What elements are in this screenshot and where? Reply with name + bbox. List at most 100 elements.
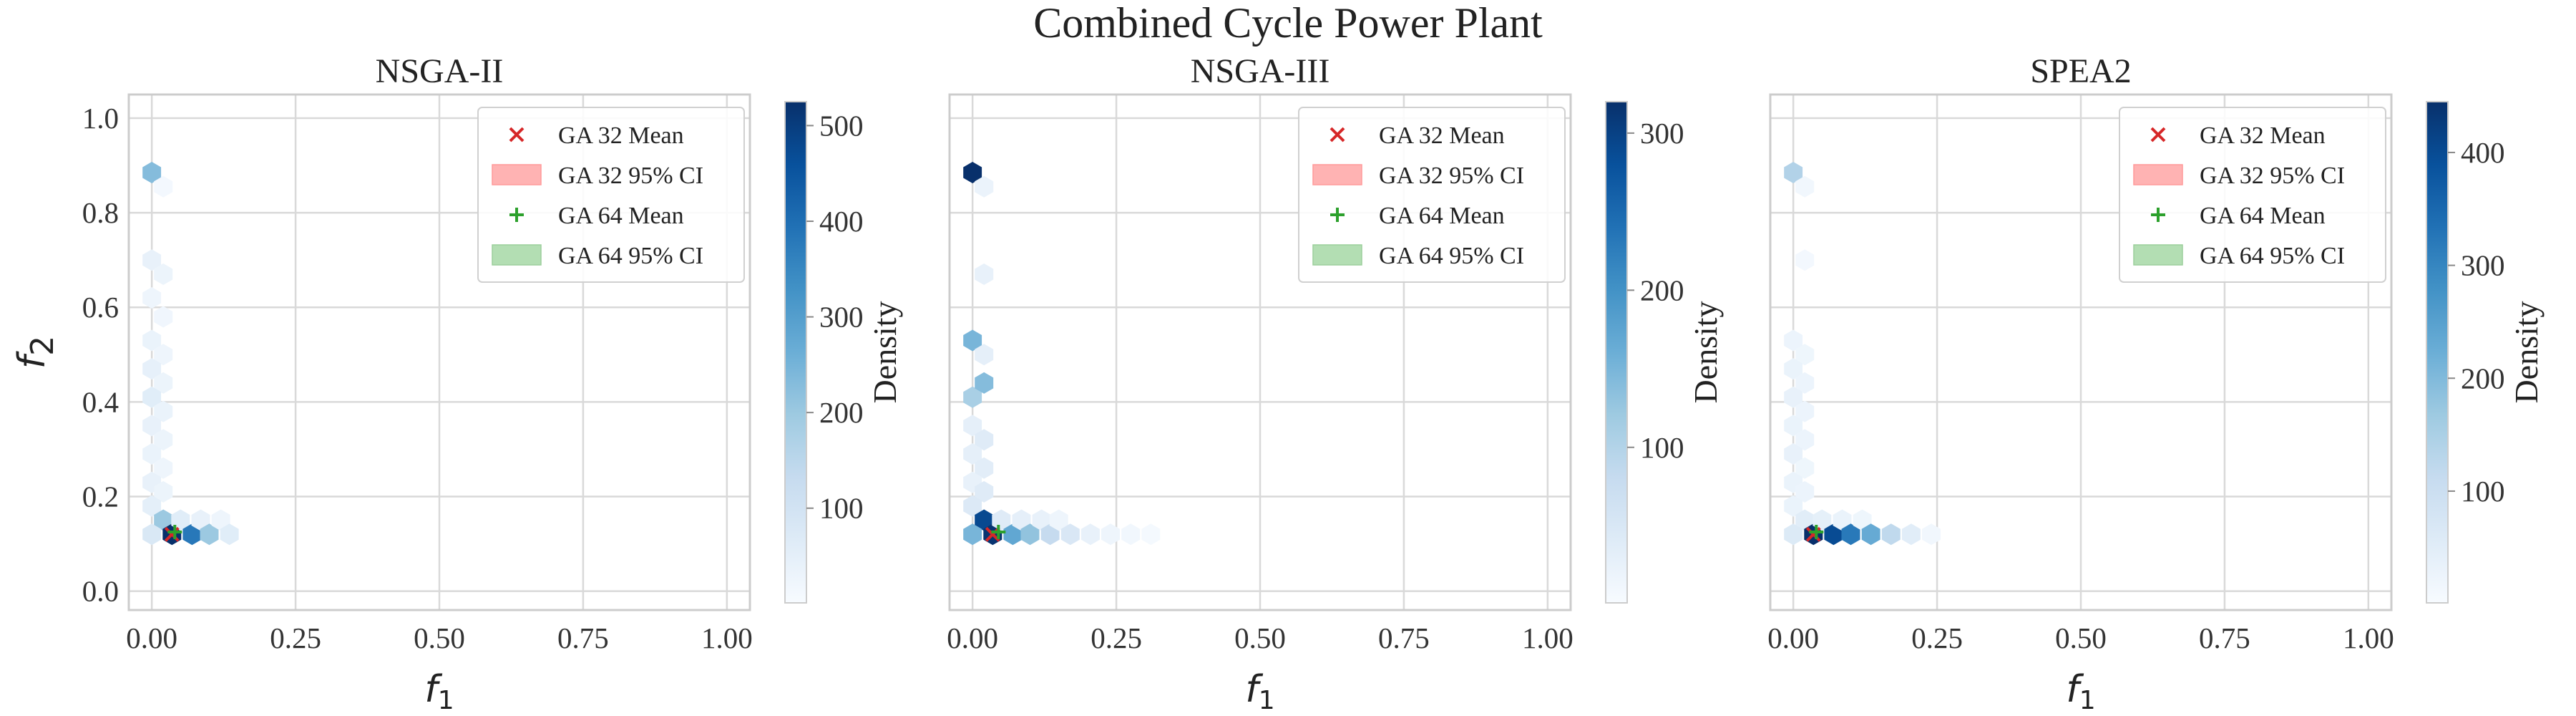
colorbar-bar [1605, 101, 1628, 604]
hexbin-cell [1841, 523, 1860, 546]
legend-ga32-mean-icon [2150, 127, 2166, 142]
hexbin-cell [142, 443, 162, 465]
plot-frame [127, 93, 751, 611]
legend-ga32-ci-patch [2133, 164, 2183, 185]
ga32-mean-marker [985, 526, 1000, 542]
legend-entry-label: GA 64 95% CI [1379, 243, 1524, 269]
x-tick-label: 0.25 [270, 621, 321, 654]
hexbin-cell [1784, 415, 1803, 437]
x-tick-label: 0.50 [1234, 621, 1286, 654]
hexbin-cell [1795, 480, 1815, 503]
hexbin-cell [1060, 523, 1080, 546]
colorbar-tick-label: 200 [2461, 362, 2505, 395]
x-tick-label: 0.75 [557, 621, 609, 654]
hexbin-cell [154, 429, 173, 451]
hexbin-cell [1080, 523, 1100, 546]
hexbin-cell [1795, 509, 1815, 531]
hexbin-cell [963, 162, 982, 183]
hexbins [963, 162, 1161, 546]
colorbar-tick-label: 100 [2461, 475, 2505, 508]
hexbin-cell [1012, 509, 1031, 531]
legend-ga64-ci-patch [2133, 244, 2183, 266]
x-tick-label: 0.50 [414, 621, 465, 654]
colorbar: 100 200 300 400 Density [2426, 101, 2545, 604]
x-tick-label: 0.50 [2055, 621, 2107, 654]
hexbin-cell [142, 358, 162, 380]
hexbin-cell [963, 443, 982, 465]
colorbar-tick-label: 300 [2461, 249, 2505, 282]
hexbin-cell [992, 509, 1011, 531]
ga64-mean-marker [991, 525, 1006, 540]
hexbin-cell [975, 263, 994, 285]
y-tick-label: 0.8 [82, 196, 119, 229]
legend-ga64-mean-icon [1330, 208, 1345, 222]
hexbin-cell [182, 523, 202, 546]
hexbin-cell [1922, 523, 1941, 546]
hexbin-cell [1795, 175, 1815, 198]
legend-ga64-ci-patch [1312, 244, 1362, 266]
colorbar-tick-label: 400 [819, 205, 864, 238]
legend-ga32-mean-icon [509, 127, 525, 142]
hexbin-cell [1795, 344, 1815, 366]
y-tick-label: 1.0 [82, 102, 119, 135]
hexbin-cell [142, 495, 162, 517]
plot-frame [948, 93, 1572, 611]
panel-title: NSGA-II [376, 52, 504, 90]
hexbin-cell [975, 175, 994, 198]
legend-entry-label: GA 64 Mean [2200, 203, 2326, 229]
hexbin-cell [963, 386, 982, 408]
plot-frame [1769, 93, 2393, 611]
colorbar-tick-label: 400 [2461, 136, 2505, 169]
hexbin-cell [1881, 523, 1901, 546]
legend-entry-label: GA 32 95% CI [558, 163, 703, 189]
hexbin-cell [1795, 429, 1815, 451]
hexbin-cell [220, 523, 239, 546]
hexbin-cell [142, 249, 162, 271]
x-tick-label: 0.75 [1378, 621, 1430, 654]
hexbin-cell [1784, 358, 1803, 380]
x-tick-label: 0.00 [947, 621, 998, 654]
legend-ga64-mean-icon [2151, 208, 2165, 222]
hexbin-cell [975, 457, 994, 479]
hexbin-cell [1784, 443, 1803, 465]
legend-ga32-ci-patch [492, 164, 542, 185]
x-tick-label: 1.00 [2343, 621, 2394, 654]
hexbin-cell [1784, 495, 1803, 517]
hexbin-cell [1141, 523, 1161, 546]
colorbar-bar [784, 101, 807, 604]
legend-entry-label: GA 32 95% CI [2200, 163, 2345, 189]
hexbin-cell [1795, 249, 1815, 271]
hexbin-cell [963, 523, 982, 546]
legend: GA 32 Mean GA 32 95% CI GA 64 Mean GA 64 95… [477, 107, 745, 283]
hexbin-cell [142, 162, 162, 183]
x-tick-label: 0.00 [1767, 621, 1819, 654]
hexbin-cell [1795, 372, 1815, 394]
hexbin-cell [975, 429, 994, 451]
x-axis-label: f1 [1245, 668, 1274, 715]
x-tick-label: 0.25 [1091, 621, 1142, 654]
legend-entry-label: GA 64 Mean [558, 203, 684, 229]
ga64-mean-marker [1809, 525, 1824, 540]
hexbin-cell [975, 509, 994, 531]
hexbin-cell [975, 344, 994, 366]
y-tick-label: 0.0 [82, 575, 119, 608]
y-tick-label: 0.6 [82, 291, 119, 324]
panel-nsga-iii: NSGA-III 0.00 0.25 0.50 0.75 1.00 f1 GA 32 Mean… [947, 52, 1724, 715]
legend-ga64-ci-patch [492, 244, 542, 266]
legend-ga32-ci-patch [1312, 164, 1362, 185]
x-axis-label: f1 [2066, 668, 2095, 715]
hexbin-cell [154, 306, 173, 328]
legend-entry-label: GA 32 Mean [558, 122, 684, 149]
legend-entry-label: GA 64 Mean [1379, 203, 1505, 229]
colorbar-tick-label: 200 [819, 396, 864, 429]
legend-box [477, 107, 745, 283]
hexbin-cell [1032, 509, 1051, 531]
y-tick-label: 0.2 [82, 480, 119, 513]
colorbar: 100 200 300 Density [1605, 101, 1724, 604]
hexbin-cell [191, 509, 210, 531]
hexbin-cell [1833, 509, 1852, 531]
legend-entry-label: GA 32 Mean [1379, 122, 1505, 149]
hexbin-cell [154, 457, 173, 479]
colorbar-tick-label: 500 [819, 109, 864, 142]
